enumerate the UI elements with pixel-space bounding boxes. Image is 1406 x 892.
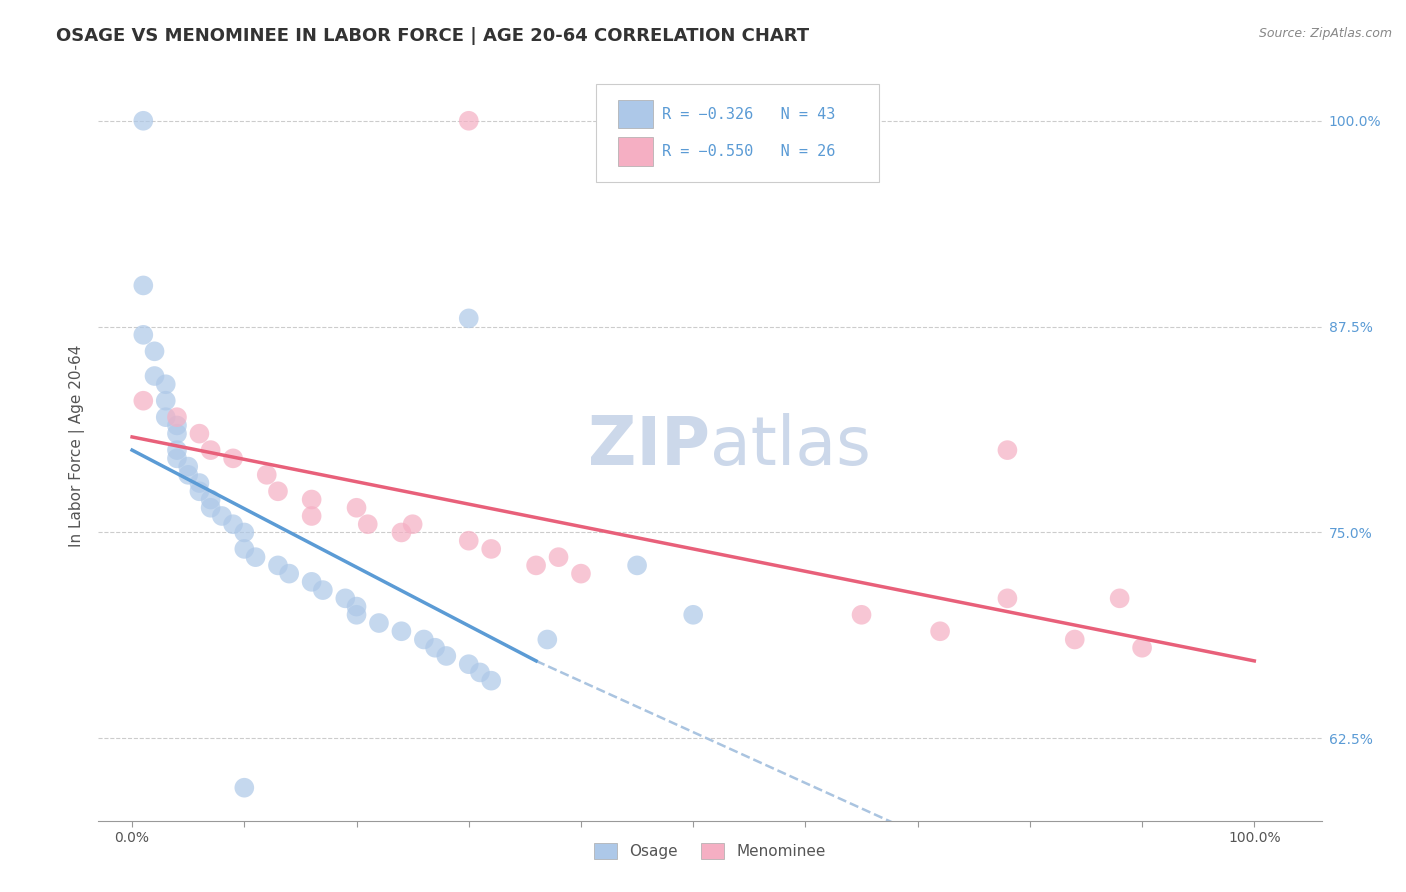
Text: Source: ZipAtlas.com: Source: ZipAtlas.com (1258, 27, 1392, 40)
Point (423, 640, 446, 655)
Point (536, 632, 558, 647)
Point (166, 410, 188, 425)
Point (479, 541, 502, 556)
Point (997, 591, 1019, 606)
Point (211, 508, 233, 523)
Point (346, 599, 368, 614)
Point (166, 418, 188, 433)
Point (267, 558, 290, 573)
Point (155, 393, 177, 408)
Point (188, 426, 211, 441)
Point (256, 467, 278, 482)
Point (929, 624, 952, 639)
Point (357, 517, 380, 532)
Point (626, 558, 648, 573)
Point (457, 657, 479, 672)
Point (132, 327, 155, 342)
Point (155, 377, 177, 392)
Bar (619, 137, 652, 166)
Point (457, 311, 479, 326)
Text: OSAGE VS MENOMINEE IN LABOR FORCE | AGE 20-64 CORRELATION CHART: OSAGE VS MENOMINEE IN LABOR FORCE | AGE … (56, 27, 810, 45)
Text: atlas: atlas (710, 413, 870, 479)
Point (434, 648, 457, 663)
Point (1108, 591, 1130, 606)
Bar (619, 100, 652, 128)
Point (188, 484, 211, 499)
Point (233, 541, 256, 556)
Point (166, 443, 188, 458)
Point (166, 451, 188, 466)
Point (457, 113, 479, 128)
Point (143, 369, 166, 384)
Point (368, 615, 391, 630)
Point (132, 393, 155, 408)
Point (391, 624, 413, 639)
Point (335, 591, 357, 606)
Y-axis label: In Labor Force | Age 20-64: In Labor Force | Age 20-64 (69, 345, 84, 547)
Point (547, 550, 569, 565)
Point (132, 113, 155, 128)
Point (569, 566, 592, 581)
Point (245, 550, 267, 565)
Point (346, 607, 368, 622)
Point (1063, 632, 1085, 647)
Point (997, 443, 1019, 458)
Point (468, 665, 491, 680)
Point (177, 467, 200, 482)
Point (412, 632, 434, 647)
Point (457, 533, 479, 548)
Point (278, 566, 301, 581)
FancyBboxPatch shape (596, 84, 879, 182)
Legend: Osage, Menominee: Osage, Menominee (588, 838, 832, 865)
Point (155, 410, 177, 425)
Point (312, 583, 335, 598)
Point (200, 443, 222, 458)
Point (188, 476, 211, 491)
Point (301, 508, 323, 523)
Point (143, 344, 166, 359)
Text: R = −0.326   N = 43: R = −0.326 N = 43 (662, 106, 835, 121)
Point (682, 607, 704, 622)
Point (479, 673, 502, 688)
Point (233, 525, 256, 540)
Point (346, 500, 368, 515)
Point (851, 607, 873, 622)
Point (166, 426, 188, 441)
Text: ZIP: ZIP (588, 413, 710, 479)
Point (301, 492, 323, 507)
Point (401, 517, 423, 532)
Point (391, 525, 413, 540)
Point (524, 558, 547, 573)
Text: R = −0.550   N = 26: R = −0.550 N = 26 (662, 144, 835, 159)
Point (233, 780, 256, 795)
Point (267, 484, 290, 499)
Point (222, 451, 245, 466)
Point (200, 492, 222, 507)
Point (132, 278, 155, 293)
Point (301, 574, 323, 589)
Point (222, 517, 245, 532)
Point (177, 459, 200, 474)
Point (200, 500, 222, 515)
Point (1130, 640, 1153, 655)
